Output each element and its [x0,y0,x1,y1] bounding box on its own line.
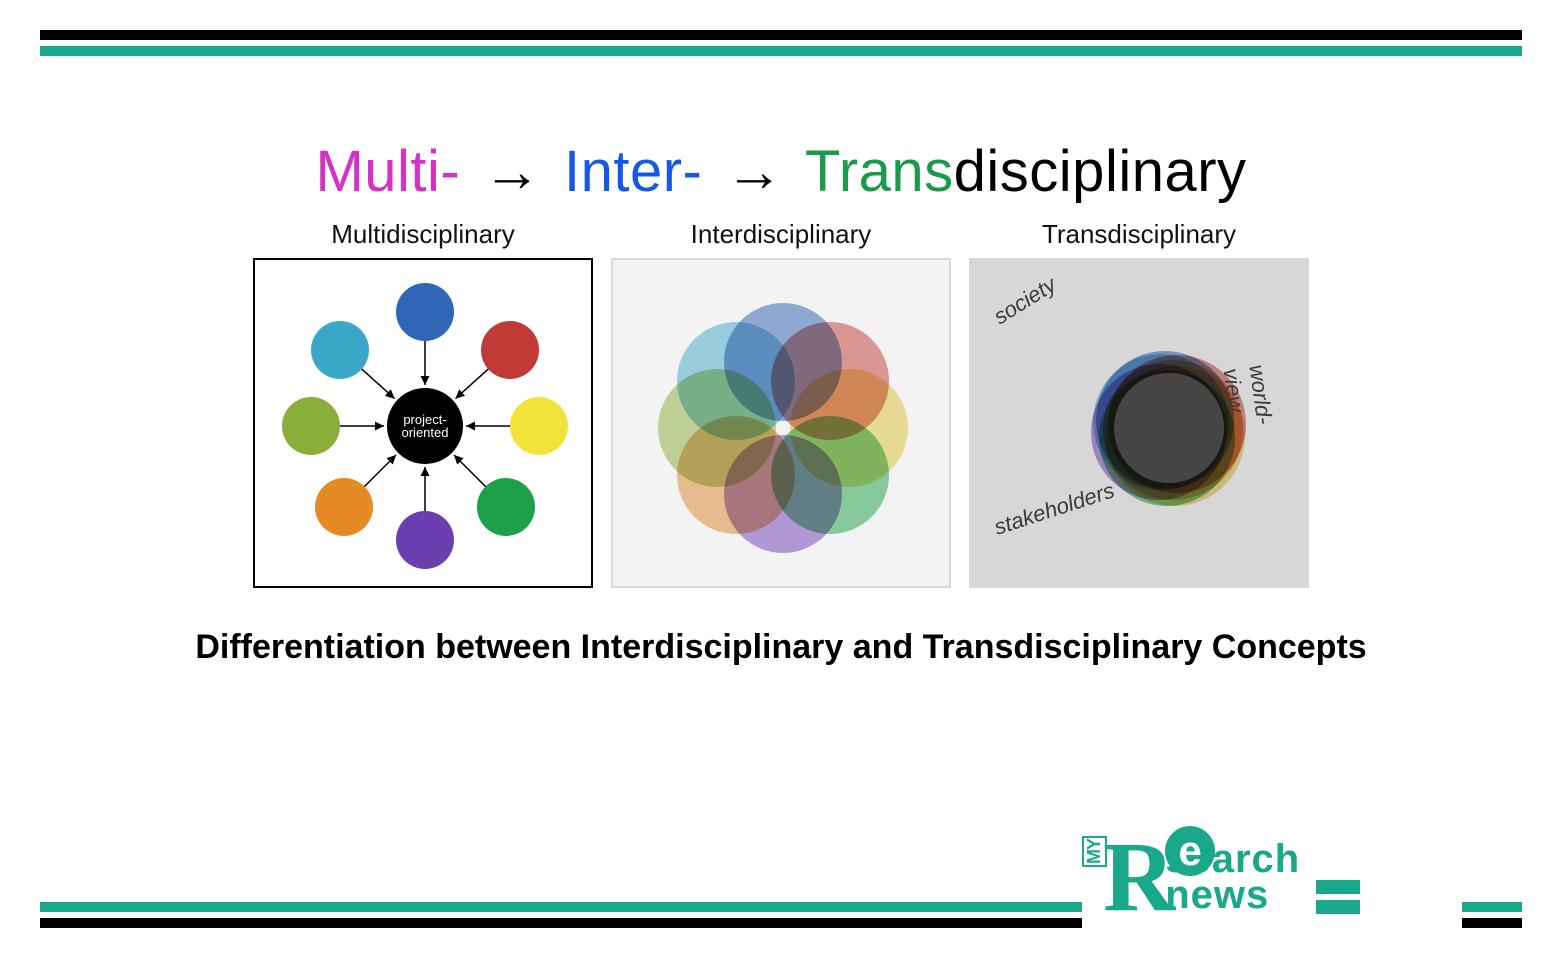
venn-circle [677,322,795,440]
logo-r-glyph: R [1103,821,1175,932]
panel-trans: Transdisciplinary society world-view stake… [969,219,1309,588]
panel-trans-label: Transdisciplinary [1042,219,1236,250]
caption: Differentiation between Interdisciplinar… [140,628,1422,667]
panel-inter: Interdisciplinary [611,219,951,588]
logo-news: news [1165,877,1300,913]
panel-row: Multidisciplinary project- oriented Inte… [140,219,1422,588]
headline-trans: Trans [805,139,954,204]
center-node-line2: oriented [402,426,449,439]
panel-trans-box: society world-view stakeholders [969,258,1309,588]
trans-core [1114,373,1224,483]
headline-disciplinary: disciplinary [954,139,1247,204]
headline-multi: Multi- [315,139,460,204]
rule-teal-top [40,46,1522,56]
logo-e-badge: e [1165,826,1215,876]
panel-multi-box: project- oriented [253,258,593,588]
headline-inter: Inter- [564,139,702,204]
rule-black-top [40,30,1522,40]
arrow-icon: → [483,139,542,204]
bottom-rule-group: MY R e search news [0,902,1562,928]
headline: Multi- → Inter- → Transdisciplinary [140,138,1422,205]
satellite-circle [311,321,369,379]
trans-label: society [989,272,1061,330]
satellite-circle [481,321,539,379]
trans-label: world-view [1218,363,1278,430]
satellite-circle [477,478,535,536]
panel-multi: Multidisciplinary project- oriented [253,219,593,588]
center-node: project- oriented [387,388,463,464]
content-area: Multi- → Inter- → Transdisciplinary Mult… [0,100,1562,808]
top-rule-group [0,0,1562,56]
satellite-circle [315,478,373,536]
satellite-circle [510,397,568,455]
satellite-circle [282,397,340,455]
panel-inter-label: Interdisciplinary [691,219,872,250]
arrow-icon: → [725,139,784,204]
trans-label: stakeholders [991,477,1118,540]
logo-r: R e [1103,842,1175,912]
logo-bars-icon [1316,880,1360,914]
panel-inter-box [611,258,951,588]
brand-logo: MY R e search news [1082,822,1462,932]
panel-multi-label: Multidisciplinary [331,219,515,250]
satellite-circle [396,283,454,341]
satellite-circle [396,511,454,569]
